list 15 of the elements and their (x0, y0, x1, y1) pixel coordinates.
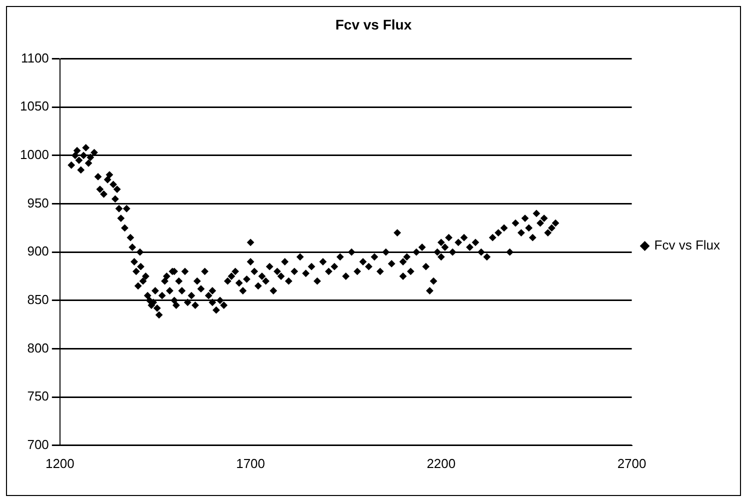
y-tick-label: 950 (27, 195, 49, 210)
y-tick-label: 750 (27, 388, 49, 404)
y-tick-label: 700 (27, 436, 49, 452)
x-tick-label: 1700 (236, 456, 265, 471)
y-tick-label: 1050 (20, 98, 49, 114)
x-tick-label: 1200 (45, 456, 74, 471)
x-tick-label: 2200 (426, 456, 456, 471)
y-tick-label: 850 (27, 292, 49, 308)
y-tick-label: 900 (27, 244, 49, 259)
y-tick-label: 1000 (20, 147, 49, 162)
y-tick-label: 800 (27, 340, 49, 356)
legend-label: Fcv vs Flux (654, 238, 720, 253)
y-tick-label: 1100 (20, 50, 49, 66)
chart-title: Fcv vs Flux (335, 16, 412, 32)
x-tick-label: 2700 (617, 456, 646, 471)
